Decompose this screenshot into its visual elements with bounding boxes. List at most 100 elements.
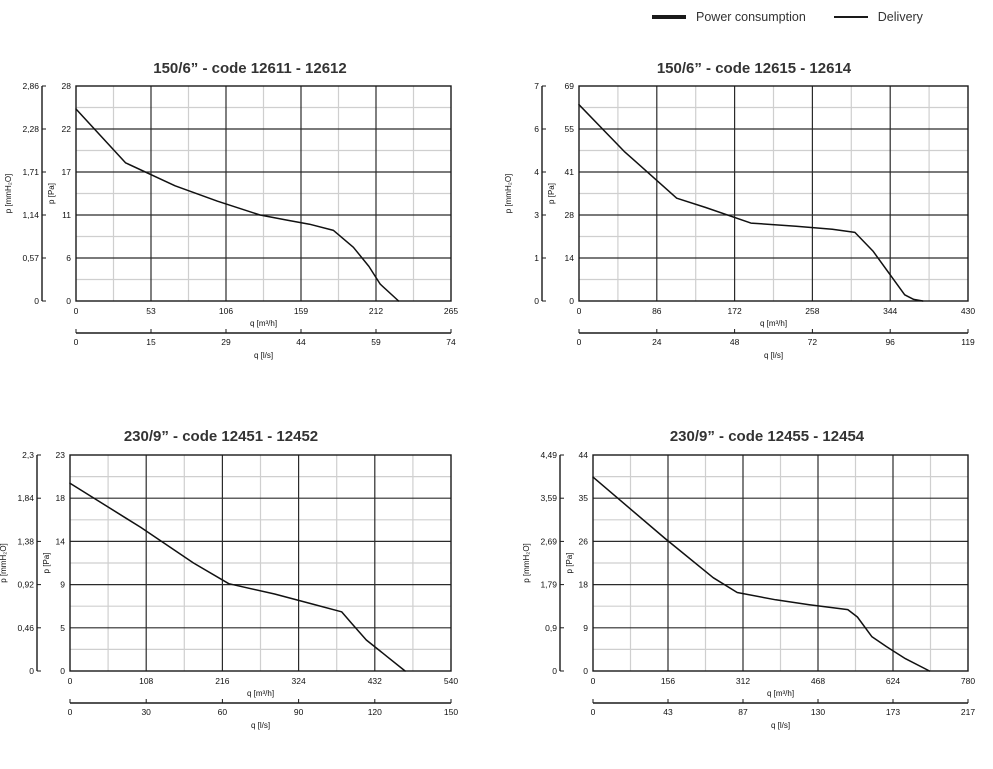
chart-3-y-label-mmh2o: p [mmH₂O] (0, 543, 8, 583)
chart-4-x-tick-ls: 43 (663, 707, 673, 717)
chart-1-series-delivery-line (75, 108, 400, 302)
chart-3-y-tick-pa: 0 (60, 666, 65, 676)
chart-3-y-tick-pa: 9 (60, 580, 65, 590)
chart-4-y-label-pa: p [Pa] (565, 553, 574, 574)
chart-1-x-tick-ls: 44 (296, 337, 306, 347)
chart-1-y-label-mmh2o: p [mmH₂O] (4, 174, 13, 214)
chart-3-x-tick-m3h: 432 (368, 676, 382, 686)
chart-2-y-label-mmh2o: p [mmH₂O] (504, 174, 513, 214)
chart-4-x-tick-m3h: 780 (961, 676, 975, 686)
chart-1-x-tick-ls: 0 (74, 337, 79, 347)
chart-2-x-tick-ls: 96 (885, 337, 895, 347)
chart-4-title: 230/9” - code 12455 - 12454 (670, 428, 865, 445)
chart-1-y-tick-mmh2o: 2,28 (22, 124, 39, 134)
chart-2-x-tick-ls: 119 (961, 337, 975, 347)
chart-1-x-tick-m3h: 0 (74, 306, 79, 316)
chart-2-y-tick-pa: 69 (565, 81, 575, 91)
chart-3-y-tick-mmh2o: 1,38 (17, 536, 34, 546)
chart-3-x-tick-m3h: 0 (68, 676, 73, 686)
chart-1-y-label-pa: p [Pa] (47, 183, 56, 204)
chart-2-x-tick-m3h: 172 (728, 306, 742, 316)
chart-4-y-tick-mmh2o: 1,79 (540, 580, 557, 590)
chart-2-x-tick-ls: 72 (808, 337, 818, 347)
chart-2-x-tick-ls: 0 (577, 337, 582, 347)
chart-4-y-tick-pa: 35 (579, 493, 589, 503)
chart-2-x-tick-ls: 24 (652, 337, 662, 347)
chart-4-x-tick-m3h: 468 (811, 676, 825, 686)
chart-1-plot-frame (75, 85, 452, 302)
chart-1-x-tick-m3h: 265 (444, 306, 458, 316)
chart-2-x-tick-m3h: 344 (883, 306, 897, 316)
chart-4-x-tick-ls: 87 (738, 707, 748, 717)
chart-2-y-tick-mmh2o: 4 (534, 167, 539, 177)
chart-1-y-tick-pa: 17 (62, 167, 72, 177)
chart-2-y-tick-mmh2o: 0 (534, 296, 539, 306)
chart-3-x-label-m3h: q [m³/h] (247, 689, 274, 698)
chart-2-x-tick-m3h: 258 (805, 306, 819, 316)
chart-4-y-tick-pa: 9 (583, 623, 588, 633)
legend-item-power: Power consumption (652, 10, 806, 24)
chart-1-y-tick-mmh2o: 0 (34, 296, 39, 306)
chart-4-x-tick-m3h: 624 (886, 676, 900, 686)
chart-3-x-tick-ls: 90 (294, 707, 304, 717)
chart-3-x-tick-ls: 60 (218, 707, 228, 717)
legend-label-delivery: Delivery (877, 10, 923, 24)
chart-3-y-tick-mmh2o: 2,3 (22, 450, 34, 460)
chart-2-y-tick-mmh2o: 1 (534, 253, 539, 263)
chart-2-y-tick-pa: 0 (569, 296, 574, 306)
chart-1-x-label-m3h: q [m³/h] (250, 319, 277, 328)
chart-4-y-tick-mmh2o: 3,59 (540, 493, 557, 503)
chart-4-y-label-mmh2o: p [mmH₂O] (522, 543, 531, 583)
chart-3-y-tick-pa: 23 (56, 450, 66, 460)
chart-4-plot-frame (592, 454, 969, 672)
chart-4-x-tick-ls: 130 (811, 707, 825, 717)
chart-1-y-tick-mmh2o: 2,86 (22, 81, 39, 91)
chart-4-y-tick-mmh2o: 4,49 (540, 450, 557, 460)
legend-swatch-delivery-thin-line (833, 16, 868, 18)
chart-1-x-tick-ls: 59 (371, 337, 381, 347)
chart-1-y-tick-mmh2o: 1,71 (22, 167, 39, 177)
chart-3-x-tick-ls: 120 (368, 707, 382, 717)
chart-2-x-tick-ls: 48 (730, 337, 740, 347)
chart-1-y-tick-pa: 28 (62, 81, 72, 91)
chart-2-x-tick-m3h: 430 (961, 306, 975, 316)
chart-4-x-tick-ls: 0 (591, 707, 596, 717)
chart-2-series-delivery-line (578, 103, 924, 302)
chart-3-x-tick-m3h: 324 (292, 676, 306, 686)
chart-4-y-tick-pa: 0 (583, 666, 588, 676)
chart-3-y-tick-pa: 18 (56, 493, 66, 503)
chart-3-x-label-ls: q [l/s] (251, 721, 270, 730)
chart-2-y-tick-mmh2o: 3 (534, 210, 539, 220)
chart-2-x-label-ls: q [l/s] (764, 351, 783, 360)
chart-3-y-tick-mmh2o: 0,46 (17, 623, 34, 633)
chart-3-x-tick-ls: 30 (141, 707, 151, 717)
chart-1-y-tick-pa: 0 (66, 296, 71, 306)
chart-1-x-tick-m3h: 159 (294, 306, 308, 316)
chart-3-x-tick-ls: 0 (68, 707, 73, 717)
chart-1-y-tick-pa: 6 (66, 253, 71, 263)
chart-1-x-tick-m3h: 106 (219, 306, 233, 316)
chart-1-y-tick-mmh2o: 0,57 (22, 253, 39, 263)
chart-1-y-tick-mmh2o: 1,14 (22, 210, 39, 220)
chart-1-y-tick-pa: 22 (62, 124, 72, 134)
chart-4-x-label-ls: q [l/s] (771, 721, 790, 730)
chart-2-y-label-pa: p [Pa] (547, 183, 556, 204)
chart-3-series-delivery-line (69, 482, 406, 672)
chart-1-x-tick-m3h: 212 (369, 306, 383, 316)
legend: Power consumption Delivery (652, 10, 951, 24)
chart-1-x-tick-ls: 29 (221, 337, 231, 347)
chart-4-x-tick-ls: 217 (961, 707, 975, 717)
chart-3-y-tick-pa: 5 (60, 623, 65, 633)
chart-2-y-tick-pa: 41 (565, 167, 575, 177)
legend-label-power: Power consumption (696, 10, 806, 24)
chart-4-y-tick-mmh2o: 0 (552, 666, 557, 676)
chart-3-y-label-pa: p [Pa] (42, 553, 51, 574)
chart-1-x-tick-m3h: 53 (146, 306, 156, 316)
chart-1-x-label-ls: q [l/s] (254, 351, 273, 360)
chart-2-y-tick-pa: 55 (565, 124, 575, 134)
chart-3-y-tick-mmh2o: 1,84 (17, 493, 34, 503)
chart-2-y-tick-pa: 28 (565, 210, 575, 220)
chart-4-x-label-m3h: q [m³/h] (767, 689, 794, 698)
chart-1-y-tick-pa: 11 (62, 210, 71, 220)
